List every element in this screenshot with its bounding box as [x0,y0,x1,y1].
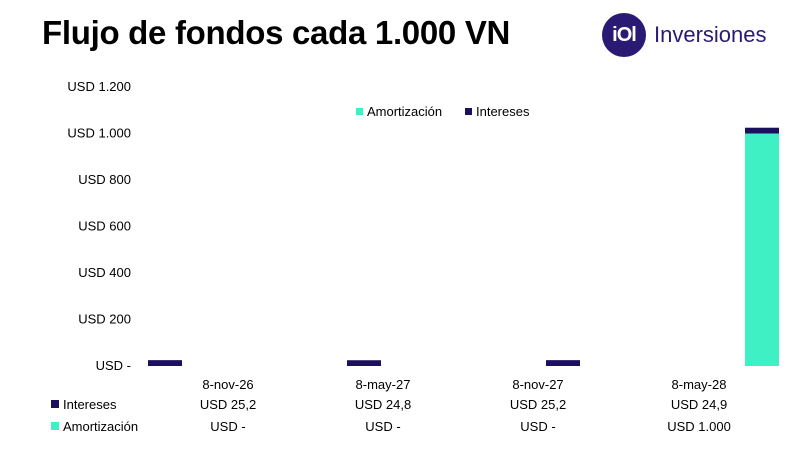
y-tick-label: USD 600 [78,219,131,234]
y-tick-label: USD 400 [78,265,131,280]
bar-intereses [745,127,779,134]
y-axis: USD - USD 200 USD 400 USD 600 USD 800 USD 1.0… [67,79,131,373]
table-cell: USD 1.000 [667,419,731,434]
x-tick-label: 8-may-28 [672,377,727,392]
table-row-label: Amortización [63,419,138,434]
legend-swatch [465,108,472,115]
brand-logo: iOl Inversiones [602,13,767,57]
table-row-swatch [51,400,59,408]
x-tick-label: 8-nov-27 [512,377,563,392]
bars [148,127,779,366]
table-cell: USD - [520,419,555,434]
legend-label: Intereses [476,104,530,119]
bar-intereses [148,360,182,366]
y-tick-label: USD 200 [78,312,131,327]
table-cell: USD 25,2 [510,397,566,412]
legend-label: Amortización [367,104,442,119]
x-tick-label: 8-nov-26 [202,377,253,392]
x-tick-label: 8-may-27 [356,377,411,392]
table-cell: USD 24,9 [671,397,727,412]
table-cell: USD - [210,419,245,434]
y-tick-label: USD 800 [78,172,131,187]
y-tick-label: USD 1.200 [67,79,131,94]
data-table: 8-nov-26 8-may-27 8-nov-27 8-may-28 Interese… [51,377,731,434]
table-cell: USD 25,2 [200,397,256,412]
bar-intereses [347,360,381,366]
y-tick-label: USD - [96,358,131,373]
table-row-swatch [51,422,59,430]
legend-swatch [356,108,363,115]
table-cell: USD 24,8 [355,397,411,412]
logo-icon: iOl [602,13,646,57]
table-row-label: Intereses [63,397,117,412]
bar-intereses [546,360,580,366]
bar-amortizacion [745,133,779,366]
chart-title: Flujo de fondos cada 1.000 VN [42,14,511,51]
logo-text: Inversiones [654,22,767,47]
y-tick-label: USD 1.000 [67,126,131,141]
legend: Amortización Intereses [356,104,530,119]
table-cell: USD - [365,419,400,434]
